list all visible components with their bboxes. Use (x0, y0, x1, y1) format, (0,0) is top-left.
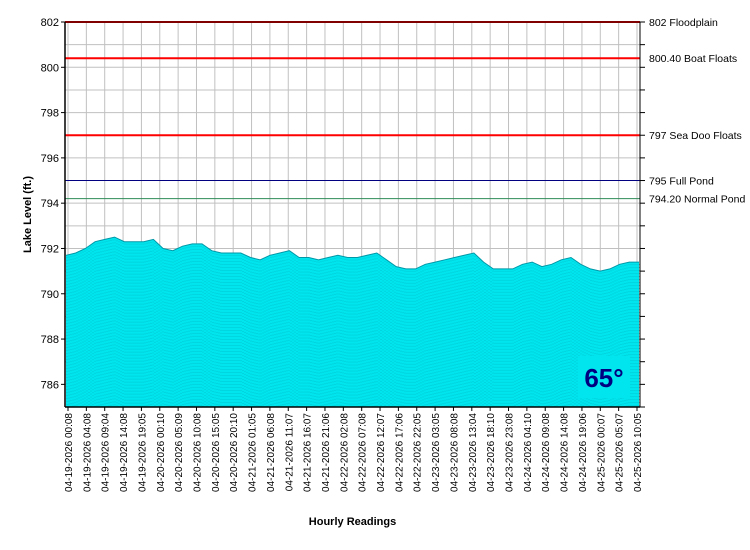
x-tick-label: 04-22-2026 07:08 (358, 413, 369, 492)
temperature-badge-text: 65° (584, 363, 623, 393)
x-tick-label: 04-20-2026 00:10 (156, 413, 167, 492)
y-tick-label: 786 (41, 379, 59, 391)
axes (64, 21, 645, 408)
x-tick-label: 04-22-2026 17:06 (394, 413, 405, 492)
x-axis-title: Hourly Readings (309, 516, 396, 528)
x-tick-label: 04-20-2026 15:05 (211, 413, 222, 492)
x-tick-label: 04-24-2026 09:08 (541, 413, 552, 492)
x-tick-label: 04-20-2026 05:09 (174, 413, 185, 492)
x-tick-label: 04-19-2026 00:08 (64, 413, 75, 492)
x-tick-label: 04-25-2026 05:07 (615, 413, 626, 492)
reference-label: 800.40 Boat Floats (649, 53, 737, 65)
y-tick-label: 790 (41, 289, 59, 301)
y-tick-label: 800 (41, 62, 59, 74)
x-tick-labels: 04-19-2026 00:08 04-19-2026 04:08 04-19-20… (64, 407, 644, 492)
x-tick-label: 04-21-2026 06:08 (266, 413, 277, 492)
y-axis-title: Lake Level (ft.) (22, 176, 34, 253)
x-tick-label: 04-25-2026 10:05 (633, 413, 644, 492)
x-tick-label: 04-24-2026 19:06 (578, 413, 589, 492)
series-line (65, 236, 639, 272)
x-tick-label: 04-22-2026 02:08 (339, 413, 350, 492)
y-tick-labels: 786 788 790 792 794 796 798 800 802 (41, 17, 65, 391)
y-tick-label: 798 (41, 108, 59, 120)
x-tick-label: 04-21-2026 11:07 (284, 413, 295, 492)
x-tick-label: 04-20-2026 20:10 (229, 413, 240, 492)
x-tick-label: 04-19-2026 04:08 (82, 413, 93, 492)
y-tick-label: 802 (41, 17, 59, 29)
y-tick-label: 788 (41, 334, 59, 346)
x-tick-label: 04-21-2026 21:06 (321, 413, 332, 492)
y-tick-label: 796 (41, 153, 59, 165)
x-tick-label: 04-23-2026 08:08 (449, 413, 460, 492)
x-tick-label: 04-19-2026 19:05 (137, 413, 148, 492)
x-tick-label: 04-24-2026 04:10 (523, 413, 534, 492)
y-tick-label: 794 (41, 198, 59, 210)
reference-label: 795 Full Pond (649, 176, 714, 188)
x-tick-label: 04-22-2026 22:05 (413, 413, 424, 492)
x-tick-label: 04-23-2026 18:10 (486, 413, 497, 492)
lake-level-area (65, 236, 640, 407)
reference-label: 802 Floodplain (649, 17, 718, 29)
x-tick-label: 04-23-2026 13:04 (468, 413, 479, 492)
reference-label: 794.20 Normal Pond (649, 194, 745, 206)
x-tick-label: 04-23-2026 03:05 (431, 413, 442, 492)
x-tick-label: 04-23-2026 23:08 (505, 413, 516, 492)
reference-lines: 802 Floodplain 800.40 Boat Floats 797 Sea … (65, 17, 745, 206)
x-tick-label: 04-20-2026 10:08 (192, 413, 203, 492)
x-tick-label: 04-19-2026 09:04 (101, 413, 112, 492)
temperature-badge-box (578, 356, 630, 398)
x-tick-label: 04-21-2026 01:05 (248, 413, 259, 492)
temperature-badge: 65° (578, 356, 630, 398)
y-tick-label: 792 (41, 243, 59, 255)
x-tick-label: 04-25-2026 00:07 (596, 413, 607, 492)
series-area-fill (66, 237, 639, 407)
x-tick-label: 04-21-2026 16:07 (303, 413, 314, 492)
x-tick-label: 04-19-2026 14:08 (119, 413, 130, 492)
reference-label: 797 Sea Doo Floats (649, 130, 742, 142)
x-tick-label: 04-24-2026 14:08 (560, 413, 571, 492)
x-tick-label: 04-22-2026 12:07 (376, 413, 387, 492)
